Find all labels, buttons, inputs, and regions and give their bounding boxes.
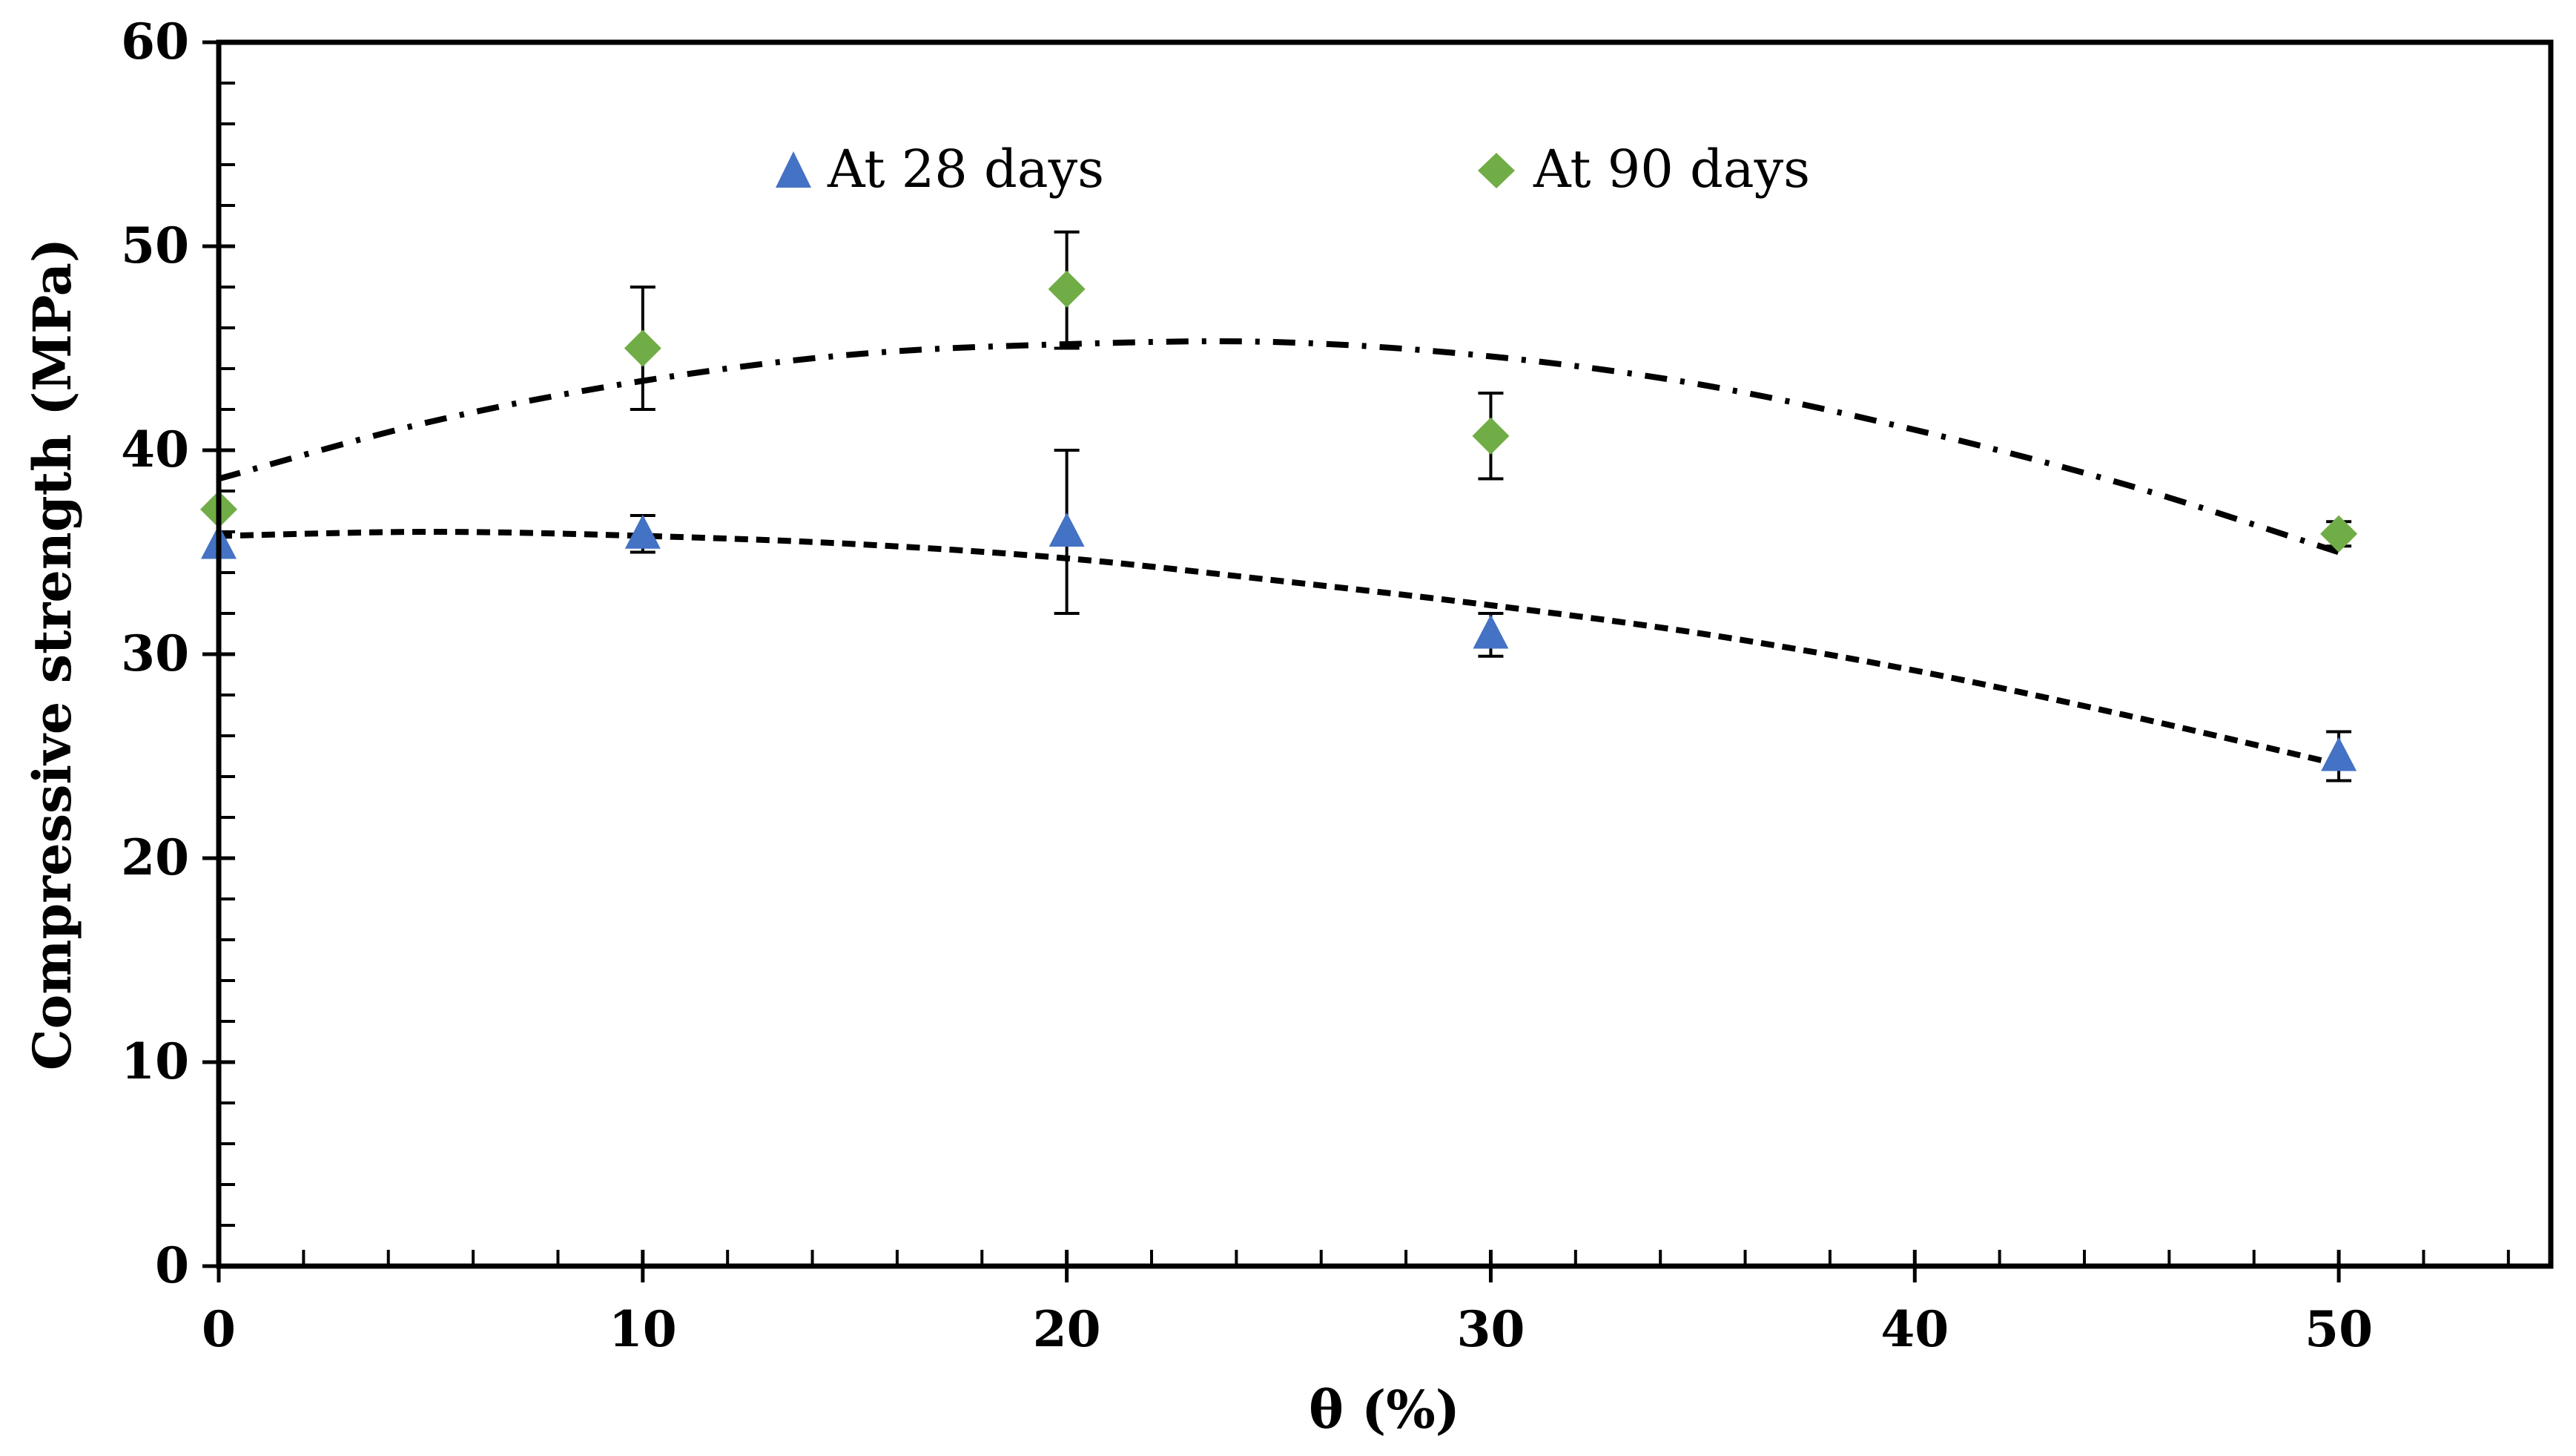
x-tick-label: 30: [1457, 1300, 1525, 1358]
x-tick-label: 20: [1033, 1300, 1101, 1358]
legend-triangle-icon: [776, 151, 811, 188]
tick-labels: 0 10 20 30 40 50 0 10 20 30 40 50 60: [121, 13, 2373, 1358]
legend: At 28 days At 90 days: [776, 139, 1810, 200]
point-90-days: [2320, 515, 2358, 553]
y-tick-label: 0: [155, 1236, 189, 1294]
y-tick-label: 30: [121, 625, 189, 682]
point-90-days: [1048, 270, 1086, 308]
legend-entry-90-days: At 90 days: [1478, 139, 1810, 200]
x-tick-label: 10: [609, 1300, 677, 1358]
y-axis-title: Compressive strength (MPa): [22, 238, 83, 1070]
y-tick-label: 10: [121, 1032, 189, 1090]
y-tick-label: 40: [121, 421, 189, 478]
x-tick-label: 50: [2305, 1300, 2373, 1358]
point-28-days: [624, 514, 661, 549]
point-90-days: [624, 329, 661, 367]
legend-entry-28-days: At 28 days: [776, 139, 1104, 200]
point-28-days: [2321, 737, 2357, 771]
x-tick-label: 40: [1880, 1300, 1949, 1358]
legend-label-90-days: At 90 days: [1533, 139, 1810, 200]
y-tick-label: 20: [121, 829, 189, 886]
y-tick-label: 60: [121, 13, 189, 70]
x-tick-label: 0: [202, 1300, 236, 1358]
trendlines: [217, 338, 2340, 768]
data-points: [200, 270, 2358, 771]
legend-diamond-icon: [1478, 153, 1515, 188]
trendline-28-days: [218, 528, 2339, 768]
legend-label-28-days: At 28 days: [827, 139, 1104, 200]
point-90-days: [1472, 417, 1510, 455]
x-axis-title: θ (%): [1309, 1379, 1460, 1440]
point-28-days: [1473, 614, 1509, 649]
trendline-90-days: [217, 338, 2340, 556]
plot-area-frame: [216, 39, 2554, 1269]
y-tick-label: 50: [121, 217, 189, 274]
point-28-days: [1048, 513, 1085, 547]
